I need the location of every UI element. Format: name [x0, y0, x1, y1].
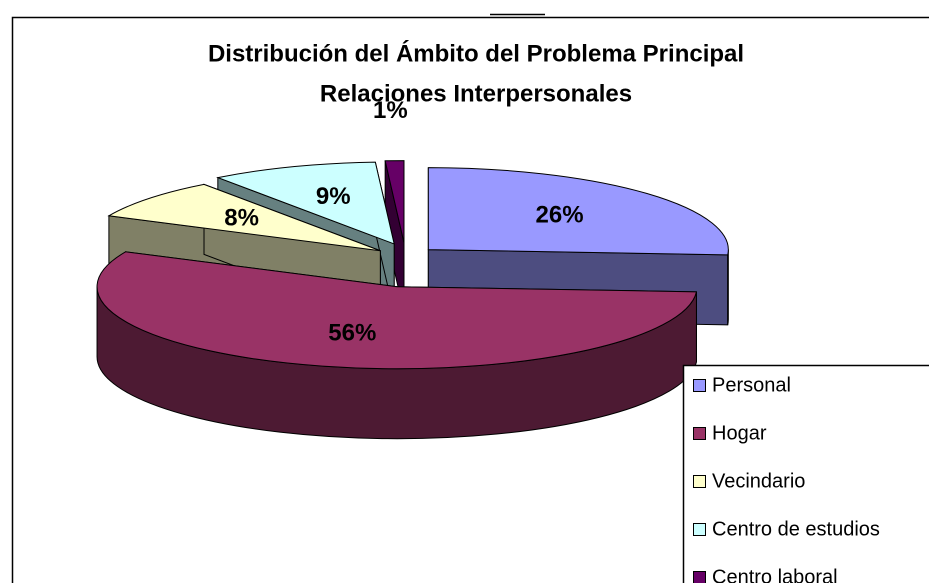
legend-swatch	[693, 523, 706, 536]
value-label: 9%	[316, 183, 351, 210]
slice	[384, 160, 405, 243]
chart-title: Distribución del Ámbito del Problema Pri…	[208, 39, 744, 67]
legend-swatch	[693, 475, 706, 488]
slice	[427, 167, 729, 256]
slice	[107, 183, 381, 252]
plot-frame	[11, 16, 929, 583]
value-label: 56%	[328, 320, 376, 347]
legend-swatch	[693, 571, 706, 583]
legend-swatch	[693, 427, 706, 440]
slice	[216, 161, 395, 245]
slice-wall	[727, 249, 729, 325]
legend-label: Personal	[712, 374, 791, 396]
slice	[96, 251, 698, 370]
legend-swatch	[693, 379, 706, 392]
legend-box	[682, 364, 929, 583]
value-label: 1%	[373, 97, 408, 124]
legend: Personal Hogar Vecindario Centro de estudio…	[693, 374, 880, 583]
chart-subtitle: Relaciones Interpersonales	[320, 80, 632, 107]
legend-label: Hogar	[712, 422, 767, 444]
legend-label: Vecindario	[712, 470, 805, 492]
legend-label: Centro de estudios	[712, 518, 880, 540]
value-label: 8%	[224, 205, 259, 232]
pie: 26% 56% 8% 9% 1%	[96, 97, 729, 440]
legend-label: Centro laboral	[712, 566, 838, 583]
value-label: 26%	[536, 201, 584, 228]
